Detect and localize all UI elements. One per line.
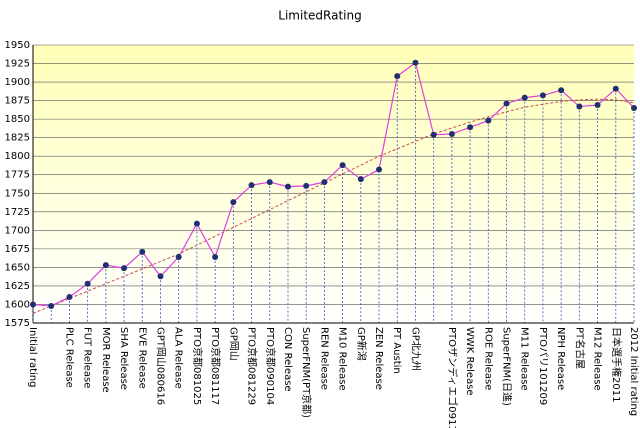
x-tick-label: GP岡山	[227, 327, 239, 361]
x-tick-label: GP北九州	[409, 327, 421, 371]
y-tick-label: 1575	[5, 318, 30, 329]
plot-area	[33, 45, 634, 323]
x-tick-label: 日本選手権2011	[610, 327, 623, 402]
x-tick-label: GP新潟	[355, 327, 368, 361]
x-tick-label: ROE Release	[482, 327, 493, 390]
series-line	[32, 61, 635, 307]
x-tick-label: PTO京都090104	[264, 327, 277, 405]
point	[339, 162, 346, 169]
x-tick-label: PTOパリ101209	[537, 327, 549, 405]
x-tick-label: PTO京都081229	[246, 327, 259, 405]
point	[631, 105, 637, 112]
point	[48, 302, 55, 309]
point	[212, 254, 219, 261]
y-tick-label: 1750	[5, 188, 30, 199]
x-tick-label: PLC Release	[63, 327, 74, 388]
x-tick-label: FUT Release	[82, 327, 93, 388]
point	[121, 265, 128, 272]
x-tick-label: GPT岡山080616	[154, 327, 166, 405]
x-tick-label: ZEN Release	[373, 327, 384, 390]
point	[394, 73, 401, 80]
x-tick-label: Initial rating	[27, 327, 38, 387]
y-tick-label: 1775	[5, 170, 30, 181]
point	[102, 262, 109, 269]
point	[139, 248, 146, 255]
y-tick-label: 1875	[5, 96, 30, 107]
point	[503, 100, 510, 107]
point	[357, 176, 364, 183]
point	[448, 130, 455, 137]
x-tick-label: SuperFNM(PT京都)	[300, 327, 313, 418]
point	[412, 59, 419, 66]
x-tick-label: MOR Release	[100, 327, 111, 393]
x-tick-label: M10 Release	[337, 327, 348, 391]
point	[248, 182, 255, 189]
point	[576, 103, 583, 110]
point	[266, 179, 273, 186]
point	[594, 102, 601, 109]
y-tick-label: 1600	[5, 299, 30, 310]
point	[430, 131, 437, 138]
chart-title: LimitedRating	[278, 9, 361, 23]
x-tick-label: EVE Release	[136, 327, 147, 389]
x-tick-label: ALA Release	[173, 327, 184, 389]
x-tick-label: 2012 Initial rating	[628, 327, 639, 416]
y-tick-label: 1650	[5, 262, 30, 273]
y-tick-label: 1825	[5, 133, 30, 144]
point	[612, 85, 619, 92]
x-tick-label: CON Release	[282, 327, 293, 392]
x-tick-label: WWK Release	[464, 327, 475, 396]
y-tick-label: 1850	[5, 114, 30, 125]
x-tick-label: PTO京都081117	[209, 327, 222, 405]
point	[157, 273, 164, 280]
y-tick-label: 1925	[5, 59, 30, 70]
y-tick-label: 1675	[5, 244, 30, 255]
point	[467, 124, 474, 131]
point	[230, 199, 237, 206]
x-tick-label: M11 Release	[519, 327, 530, 391]
point	[303, 182, 310, 189]
point	[175, 254, 182, 261]
x-tick-label: PTOザンディエゴ091115	[446, 327, 459, 428]
point	[84, 280, 91, 287]
point	[558, 87, 565, 94]
y-tick-label: 1900	[5, 77, 30, 88]
y-tick-label: 1725	[5, 207, 30, 218]
point	[66, 294, 73, 301]
point	[521, 94, 528, 101]
x-tick-label: PT Austin	[391, 327, 402, 374]
point	[193, 220, 200, 227]
y-tick-label: 1950	[5, 40, 30, 51]
point	[321, 179, 328, 186]
point	[284, 183, 291, 190]
x-tick-label: SuperFNM(日進)	[501, 327, 513, 406]
point	[30, 301, 36, 308]
x-tick-label: SHA Release	[118, 327, 129, 390]
x-tick-label: PT名古屋	[573, 327, 586, 369]
y-tick-label: 1625	[5, 281, 30, 292]
point	[376, 166, 383, 173]
y-tick-label: 1700	[5, 225, 30, 236]
point	[539, 92, 546, 99]
y-tick-label: 1800	[5, 151, 30, 162]
x-tick-label: REN Release	[318, 327, 329, 390]
point	[485, 117, 492, 124]
x-tick-label: M12 Release	[592, 327, 603, 391]
x-tick-label: PTO京都081025	[191, 327, 204, 405]
x-tick-label: NPH Release	[555, 327, 566, 390]
